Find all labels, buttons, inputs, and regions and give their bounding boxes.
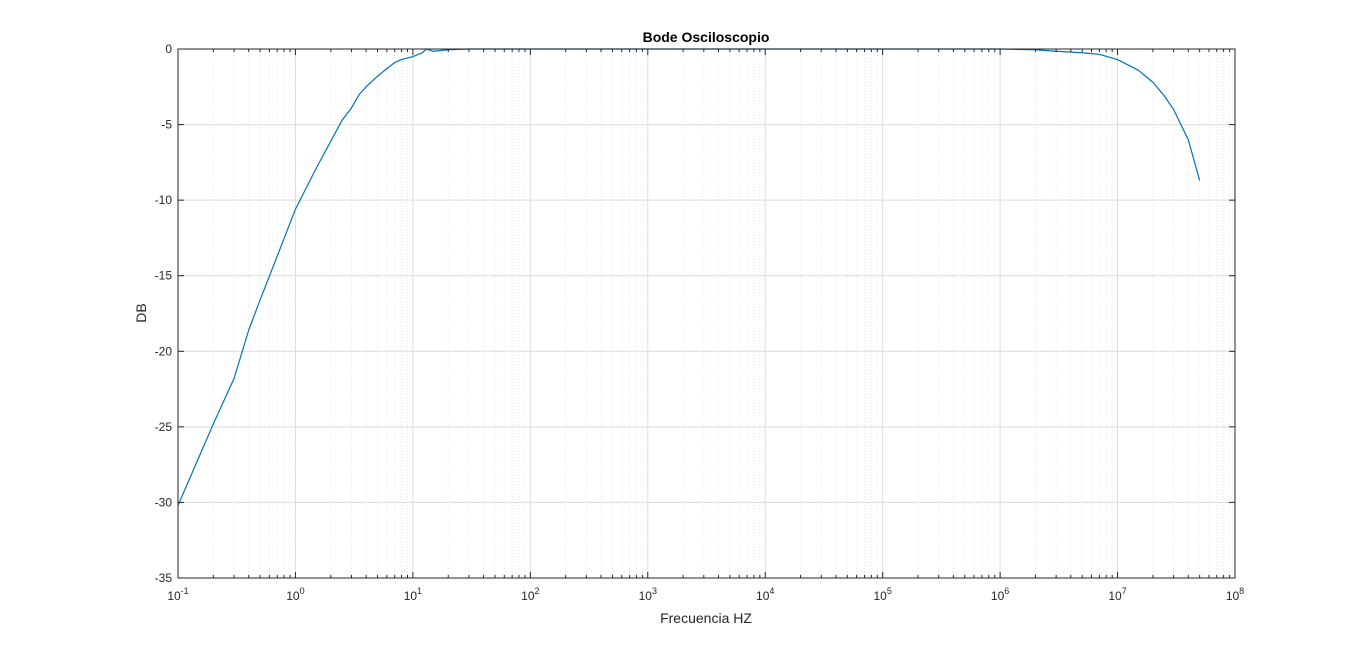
x-tick-labels: 10-1 100 101 102 103 104 105 106 107 108 [167, 586, 1244, 603]
x-tick-label: 107 [1108, 586, 1126, 603]
x-tick-label: 104 [756, 586, 774, 603]
y-tick-labels: 0 -5 -10 -15 -20 -25 -30 -35 [155, 42, 173, 585]
x-tick-label: 108 [1226, 586, 1244, 603]
y-tick-label: -15 [155, 269, 173, 283]
plot-area [178, 49, 1235, 578]
x-tick-label: 101 [404, 586, 422, 603]
x-tick-label: 105 [873, 586, 891, 603]
y-tick-label: -30 [155, 495, 173, 509]
series-line-0 [177, 48, 1201, 506]
x-tick-label: 106 [991, 586, 1009, 603]
y-tick-label: -5 [161, 118, 172, 132]
x-tick-label: 100 [286, 586, 304, 603]
axes-box [177, 48, 1236, 579]
x-tick-label: 10-1 [167, 586, 188, 603]
tick-marks [177, 48, 1236, 579]
series-layer [177, 48, 1201, 506]
y-tick-label: -20 [155, 344, 173, 358]
y-tick-label: -25 [155, 420, 173, 434]
chart-title: Bode Osciloscopio [643, 29, 770, 45]
y-axis-label: DB [133, 303, 149, 322]
y-tick-label: -10 [155, 193, 173, 207]
x-tick-label: 102 [521, 586, 539, 603]
y-tick-label: 0 [165, 42, 172, 56]
minor-grid [212, 49, 1231, 578]
x-tick-label: 103 [639, 586, 657, 603]
x-axis-label: Frecuencia HZ [660, 610, 752, 626]
y-tick-label: -35 [155, 571, 173, 585]
